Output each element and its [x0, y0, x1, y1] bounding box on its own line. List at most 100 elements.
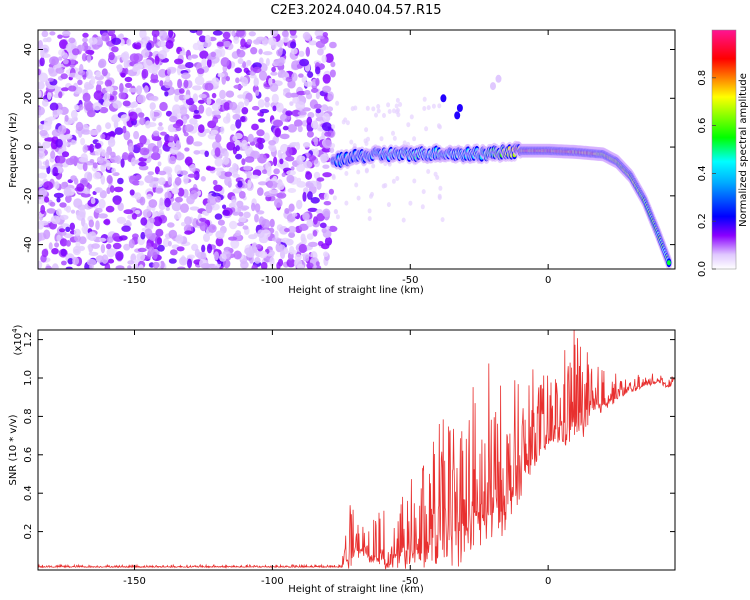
spectrogram-noise-cell — [264, 101, 270, 108]
spectrogram-noise-cell — [374, 112, 378, 118]
spectrogram-noise-cell — [59, 202, 67, 208]
spectrogram-noise-cell — [59, 228, 66, 233]
spectrogram-noise-cell — [296, 199, 303, 210]
spectrogram-noise-cell — [215, 237, 224, 247]
spectrogram-noise-cell — [236, 200, 244, 208]
spectrogram-noise-cell — [332, 195, 337, 201]
spectrogram-noise-cell — [87, 50, 95, 56]
spectrogram-noise-cell — [345, 120, 350, 126]
spectrogram-noise-cell — [247, 179, 252, 189]
spectrogram-noise-cell — [436, 123, 441, 129]
spectrogram-noise-cell — [58, 56, 63, 61]
spectrogram-noise-cell — [315, 91, 320, 100]
spectrogram-noise-cell — [123, 243, 131, 251]
spectrogram-noise-cell — [98, 198, 106, 209]
spectrogram-noise-cell — [289, 245, 295, 255]
spectrogram-noise-cell — [254, 257, 261, 264]
spectrogram-noise-cell — [140, 48, 150, 58]
spectrogram-noise-cell — [316, 177, 325, 182]
spectrogram-noise-cell — [120, 158, 125, 168]
spectrogram-noise-cell — [325, 53, 334, 63]
spectrogram-noise-cell — [381, 183, 386, 189]
spectrogram-noise-cell — [222, 209, 231, 216]
spectrogram-noise-cell — [241, 158, 246, 166]
spectrogram-noise-cell — [168, 135, 175, 143]
spectrogram-noise-cell — [321, 38, 329, 43]
snr-x-label: Height of straight line (km) — [288, 584, 424, 595]
spectrogram-noise-cell — [322, 139, 333, 149]
spectrogram-noise-cell — [81, 129, 91, 135]
spectrogram-noise-cell — [174, 58, 184, 65]
snr-y-axis: 0.2 0.4 0.6 0.8 1.0 1.2 — [23, 332, 675, 540]
x-tick-label: 0 — [545, 275, 551, 286]
spectrogram-noise-cell — [197, 68, 205, 75]
spectrogram-noise-cell — [192, 93, 198, 103]
spectrogram-noise-cell — [306, 233, 314, 240]
spectrogram-noise-cell — [120, 72, 126, 78]
spectrogram-noise-cell — [57, 125, 67, 135]
spectrogram-noise-cell — [229, 101, 238, 111]
spectrogram-noise-cell — [285, 110, 293, 116]
spectrogram-noise-cell — [237, 101, 245, 109]
spectrogram-noise-cell — [167, 141, 176, 148]
y-tick-label: 0.6 — [23, 447, 34, 463]
spectrogram-noise-cell — [72, 245, 81, 256]
spectrogram-noise-cell — [412, 178, 417, 184]
spectrogram-noise-cell — [189, 30, 198, 34]
spectrogram-noise-cell — [285, 76, 293, 83]
spectrogram-noise-cell — [155, 228, 164, 237]
spectrogram-noise-cell — [274, 230, 279, 239]
spectrogram-noise-cell — [70, 117, 76, 124]
spectrogram-noise-cell — [329, 69, 336, 78]
spectrogram-noise-cell — [128, 239, 135, 249]
spectrogram-noise-cell — [322, 32, 328, 37]
spectrogram-noise-cell — [286, 258, 296, 268]
spectrogram-noise-cell — [146, 42, 152, 51]
spectrogram-noise-cell — [364, 168, 369, 174]
spectrogram-noise-cell — [59, 238, 68, 247]
spectrogram-noise-cell — [290, 41, 297, 49]
spectrogram-noise-cell — [421, 189, 426, 195]
spectrogram-noise-cell — [422, 96, 427, 102]
spectrogram-noise-cell — [39, 129, 48, 137]
spectrogram-noise-cell — [56, 197, 61, 203]
spectrogram-noise-cell — [270, 30, 279, 37]
spectrogram-noise-cell — [70, 109, 78, 119]
spectrogram-noise-cell — [155, 187, 164, 193]
spectrogram-noise-cell — [105, 86, 114, 92]
spectrogram-noise-cell — [56, 109, 63, 115]
spectrogram-noise-cell — [409, 114, 414, 120]
spectrogram-noise-cell — [74, 234, 81, 242]
spectrogram-noise-cell — [321, 54, 327, 64]
spectrogram-noise-cell — [210, 51, 217, 58]
spectrogram-noise-cell — [168, 258, 177, 264]
spectrogram-noise-cell — [235, 145, 240, 152]
spectrogram-noise-cell — [277, 149, 282, 159]
spectrogram-noise-cell — [131, 213, 137, 220]
spectrogram-noise-cell — [255, 142, 261, 148]
spectrogram-noise-cell — [167, 177, 172, 186]
spectrogram-noise-cell — [47, 91, 52, 101]
y-tick-label: -20 — [23, 188, 34, 204]
spectrogram-noise-cell — [87, 172, 93, 182]
spectrogram-noise-cell — [236, 30, 245, 37]
spectrogram-noise-cell — [65, 205, 72, 213]
spectrogram-noise-cell — [151, 30, 160, 38]
y-tick-label: 0.8 — [23, 408, 34, 424]
spectrogram-noise-cell — [40, 44, 50, 55]
spectrogram-noise-cell — [242, 225, 249, 230]
spectrogram-noise-cell — [200, 176, 206, 182]
spectrogram-noise-cell — [297, 111, 307, 116]
spectrogram-noise-cell — [426, 169, 431, 174]
spectrogram-noise-cell — [257, 181, 268, 186]
spectrogram-noise-cell — [272, 105, 277, 112]
spectrogram-noise-cell — [302, 31, 311, 41]
y-tick-label: 0.2 — [23, 524, 34, 540]
colorbar-tick-label: 0.4 — [697, 165, 708, 181]
spectrogram-noise-cell — [331, 124, 336, 130]
spectrogram-noise-cell — [101, 68, 108, 77]
spectrogram-noise-cell — [64, 114, 69, 122]
spectrogram-noise-cell — [192, 141, 203, 147]
spectrogram-noise-cell — [376, 108, 381, 114]
